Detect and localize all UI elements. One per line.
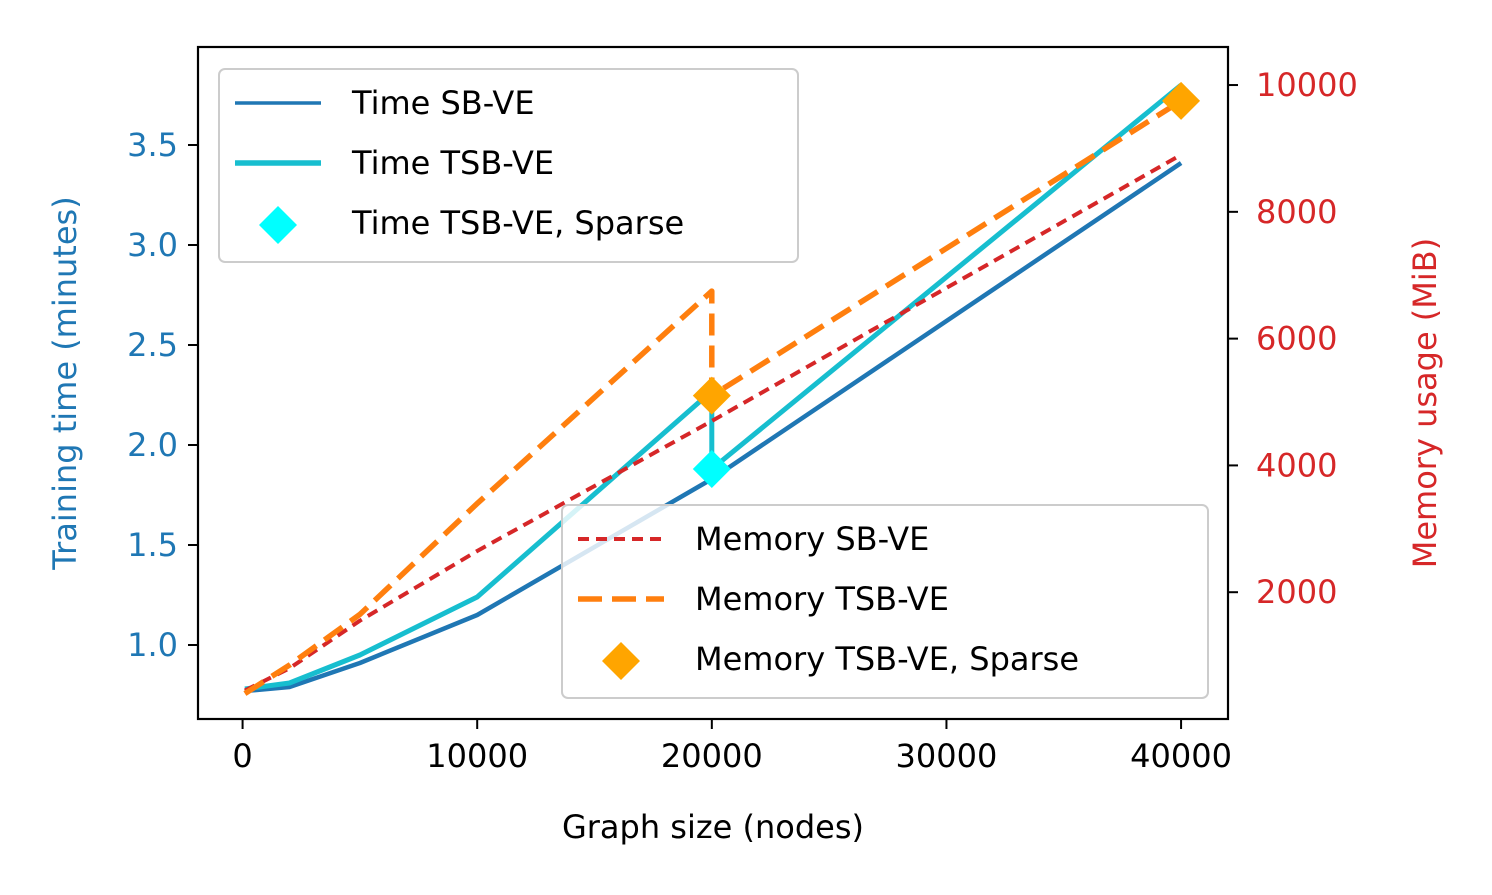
y-left-tick-label: 1.0 [127,626,178,664]
y-left-tick-label: 3.5 [127,126,178,164]
series-memory-tsb-ve-sparse-point [1162,81,1201,120]
axes-layer: 0 10000 20000 30000 40000 1.0 1.5 2.0 2.5 3.0 3.5 2… [127,45,1358,775]
series-memory-tsb-ve-sparse-point [692,376,731,415]
legend-label: Time TSB-VE [351,144,554,182]
y-left-axis-title: Training time (minutes) [46,196,84,570]
legend-lower-right: Memory SB-VE Memory TSB-VE Memory TSB-VE, … [561,504,1209,699]
y-right-axis-title: Memory usage (MiB) [1406,238,1444,568]
y-right-tick-label: 2000 [1256,573,1337,611]
y-right-tick-label: 8000 [1256,193,1337,231]
legend-upper-left: Time SB-VE Time TSB-VE Time TSB-VE, Sparse [218,68,799,263]
legend-label: Memory TSB-VE, Sparse [695,640,1079,678]
y-left-tick-label: 2.0 [127,426,178,464]
legend-handle-memory-tsb-ve-sparse [602,642,640,680]
x-axis-title: Graph size (nodes) [562,808,864,846]
series-time-sb-ve-line [244,161,1183,694]
plot-layer [243,81,1201,696]
x-tick-label: 30000 [896,737,998,775]
series-time-tsb-ve-sparse-point [692,450,731,488]
legend-label: Time SB-VE [351,84,535,122]
y-left-tick-label: 1.5 [127,526,178,564]
x-tick-label: 10000 [426,737,528,775]
legend-label: Time TSB-VE, Sparse [351,204,684,242]
plot-frame [196,45,1230,721]
legend-frame [218,68,799,263]
legend-label: Memory SB-VE [695,520,929,558]
y-right-tick-label: 4000 [1256,446,1337,484]
y-left-tick-label: 3.0 [127,226,178,264]
x-tick-label: 0 [232,737,252,775]
legend-label: Memory TSB-VE [695,580,949,618]
legend-frame [561,504,1209,699]
y-left-tick-label: 2.5 [127,326,178,364]
y-right-tick-label: 10000 [1256,66,1358,104]
x-tick-label: 40000 [1130,737,1232,775]
y-right-tick-label: 6000 [1256,320,1337,358]
legend-layer: Time SB-VE Time TSB-VE Time TSB-VE, Sparse… [218,68,1209,699]
legend-handle-time-tsb-ve-sparse [259,206,297,244]
x-tick-label: 20000 [661,737,763,775]
